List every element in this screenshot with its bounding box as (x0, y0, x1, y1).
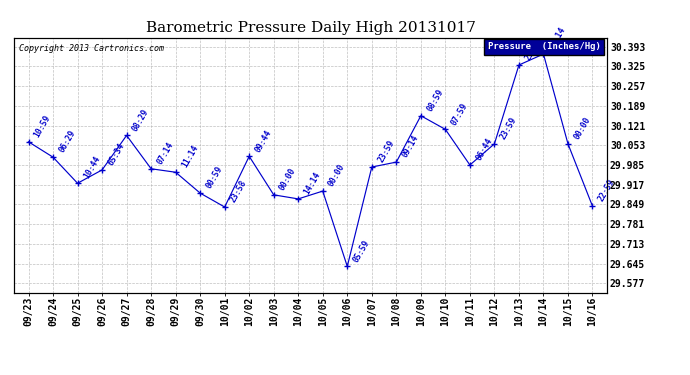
Text: 07:14: 07:14 (155, 140, 175, 166)
Text: 65:34: 65:34 (106, 141, 126, 167)
Text: 00:00: 00:00 (572, 116, 592, 141)
Text: 10:44: 10:44 (81, 155, 101, 180)
Text: 23:59: 23:59 (499, 116, 519, 141)
Text: 10:59: 10:59 (32, 113, 52, 139)
Legend: Pressure  (Inches/Hg): Pressure (Inches/Hg) (484, 39, 604, 55)
Text: Copyright 2013 Cartronics.com: Copyright 2013 Cartronics.com (19, 44, 164, 53)
Text: 05:59: 05:59 (351, 238, 371, 264)
Text: 08:59: 08:59 (425, 87, 445, 113)
Text: 09:14: 09:14 (400, 134, 420, 159)
Text: 11:14: 11:14 (180, 144, 200, 170)
Text: 05:14: 05:14 (548, 26, 568, 51)
Text: 07:59: 07:59 (449, 101, 469, 127)
Text: 22:59: 22:59 (597, 178, 617, 203)
Text: 06:29: 06:29 (57, 129, 77, 154)
Text: 23:58: 23:58 (229, 178, 249, 204)
Text: 14:14: 14:14 (302, 171, 322, 196)
Text: 23:59: 23:59 (376, 139, 396, 164)
Text: 06:44: 06:44 (474, 136, 494, 162)
Title: Barometric Pressure Daily High 20131017: Barometric Pressure Daily High 20131017 (146, 21, 475, 35)
Text: 00:59: 00:59 (204, 165, 224, 190)
Text: 00:00: 00:00 (278, 166, 298, 192)
Text: 08:29: 08:29 (131, 107, 150, 133)
Text: 00:00: 00:00 (327, 163, 347, 188)
Text: 23:14: 23:14 (523, 37, 543, 62)
Text: 09:44: 09:44 (253, 128, 273, 153)
